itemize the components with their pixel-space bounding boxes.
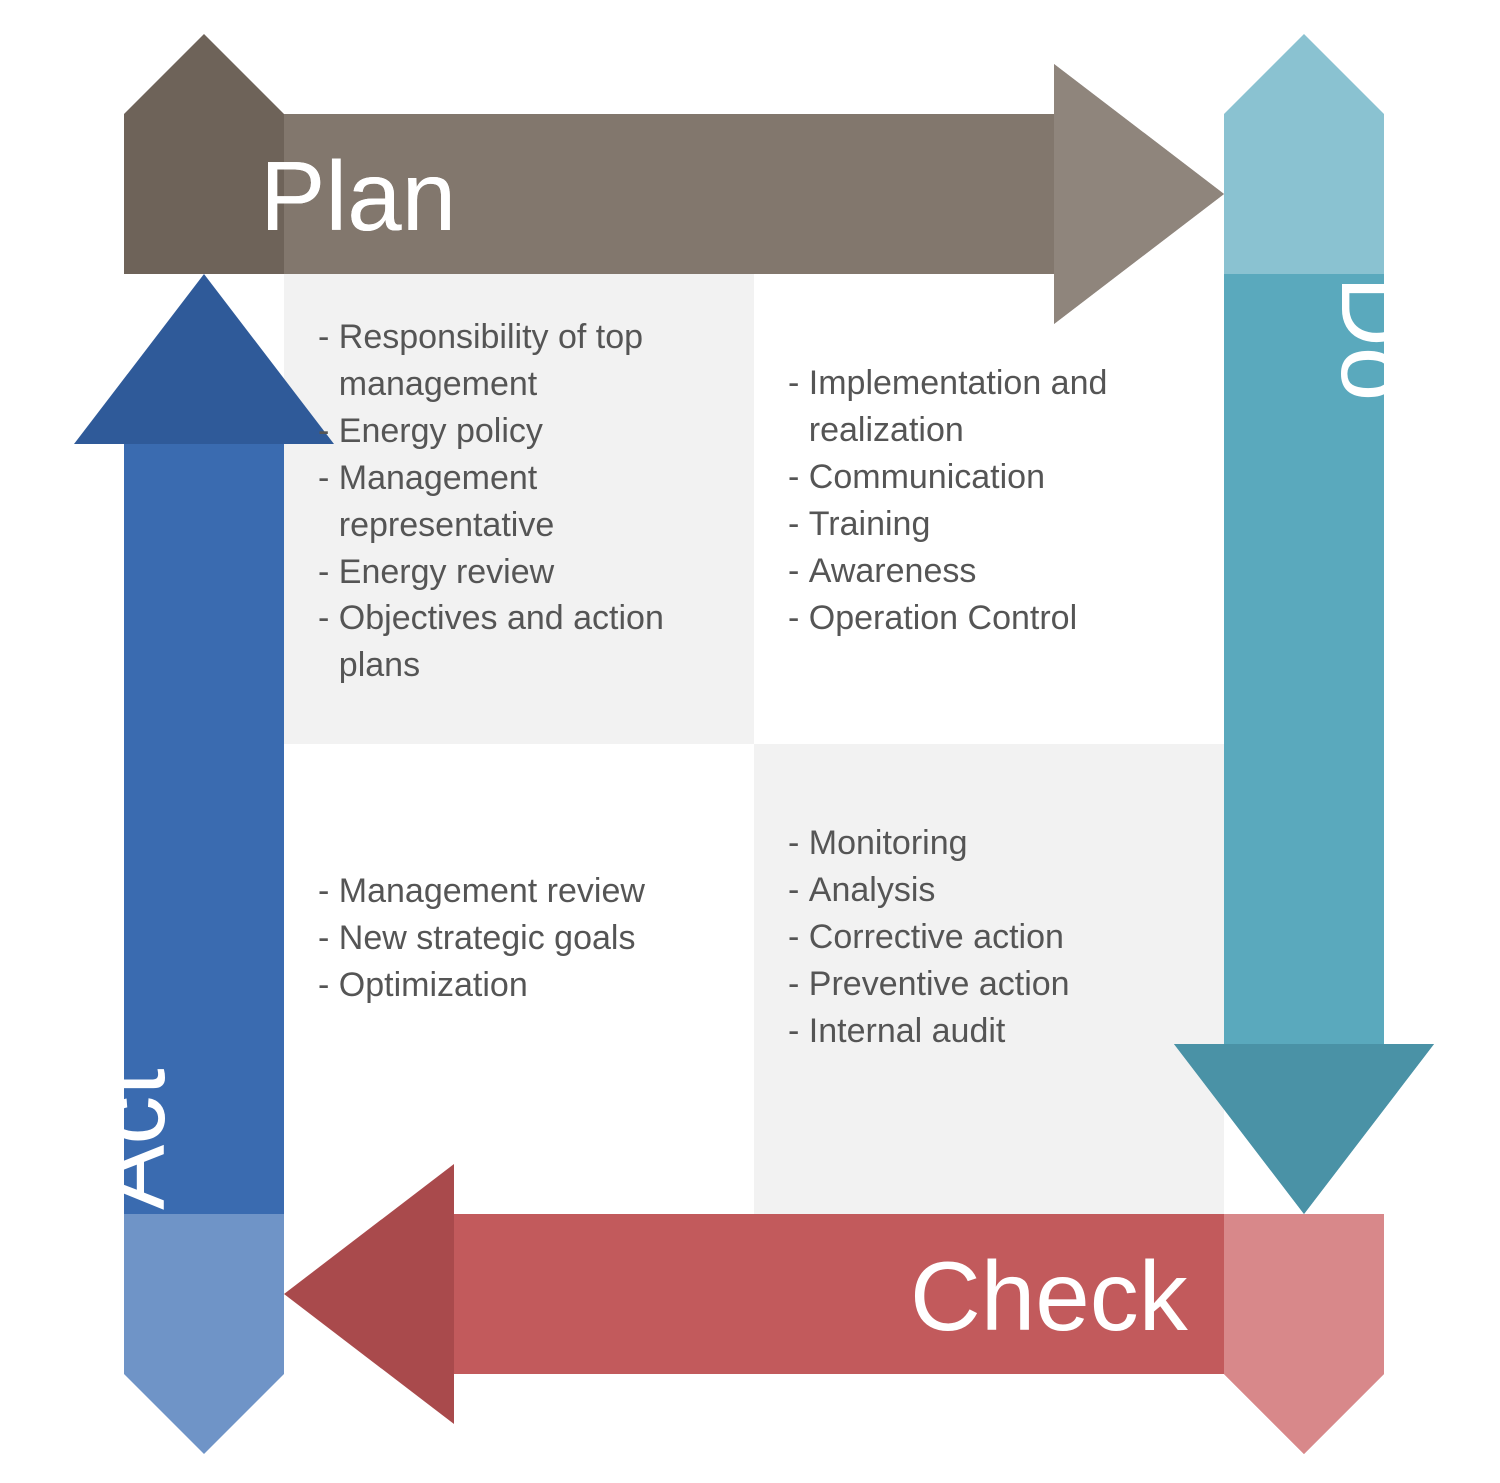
list-item-text: Optimization bbox=[339, 962, 528, 1009]
dash-icon: - bbox=[788, 360, 809, 454]
list-item-text: Internal audit bbox=[809, 1008, 1006, 1055]
list-item: - Energy policy bbox=[318, 408, 720, 455]
list-item: - Analysis bbox=[788, 867, 1190, 914]
plan-arrow-head-top bbox=[1054, 64, 1224, 324]
act-arrow-label: Act bbox=[75, 1068, 185, 1210]
list-item: - Implementation and realization bbox=[788, 360, 1190, 454]
dash-icon: - bbox=[788, 548, 809, 595]
dash-icon: - bbox=[318, 868, 339, 915]
list-item-text: Corrective action bbox=[809, 914, 1064, 961]
list-item-text: Monitoring bbox=[809, 820, 968, 867]
pdca-diagram: Plan Do Check Act Plan - bbox=[0, 0, 1500, 1483]
list-item: - Responsibility of top management bbox=[318, 314, 720, 408]
list-item-text: Implementation and realization bbox=[809, 360, 1190, 454]
cycle-arrows-svg: Plan Do Check Act Plan bbox=[0, 0, 1500, 1483]
list-item-text: New strategic goals bbox=[339, 915, 636, 962]
dash-icon: - bbox=[788, 501, 809, 548]
list-item: - Optimization bbox=[318, 962, 720, 1009]
list-item-text: Awareness bbox=[809, 548, 977, 595]
check-arrow-head bbox=[284, 1164, 454, 1424]
dash-icon: - bbox=[318, 595, 339, 689]
list-item-text: Management review bbox=[339, 868, 645, 915]
list-item-text: Analysis bbox=[809, 867, 936, 914]
plan-arrow-label-top: Plan bbox=[260, 141, 456, 251]
list-item: - Operation Control bbox=[788, 595, 1190, 642]
list-item-text: Energy policy bbox=[339, 408, 543, 455]
list-item-text: Responsibility of top management bbox=[339, 314, 720, 408]
list-item: - Monitoring bbox=[788, 820, 1190, 867]
list-item: - Preventive action bbox=[788, 961, 1190, 1008]
list-item: - Management review bbox=[318, 868, 720, 915]
dash-icon: - bbox=[788, 867, 809, 914]
do-arrow-label: Do bbox=[1321, 276, 1431, 401]
list-item: - Training bbox=[788, 501, 1190, 548]
list-item: - Energy review bbox=[318, 549, 720, 596]
dash-icon: - bbox=[318, 455, 339, 549]
quad-check: - Monitoring- Analysis- Corrective actio… bbox=[754, 790, 1224, 1085]
list-item: - Corrective action bbox=[788, 914, 1190, 961]
check-arrow-label: Check bbox=[910, 1241, 1189, 1351]
list-item-text: Preventive action bbox=[809, 961, 1070, 1008]
quad-act: - Management review- New strategic goals… bbox=[284, 838, 754, 1039]
list-item: - New strategic goals bbox=[318, 915, 720, 962]
dash-icon: - bbox=[318, 962, 339, 1009]
dash-icon: - bbox=[318, 408, 339, 455]
list-item-text: Energy review bbox=[339, 549, 554, 596]
list-item: - Awareness bbox=[788, 548, 1190, 595]
list-item: - Communication bbox=[788, 454, 1190, 501]
list-item: - Management representative bbox=[318, 455, 720, 549]
dash-icon: - bbox=[318, 314, 339, 408]
list-item-text: Training bbox=[809, 501, 931, 548]
list-item-text: Communication bbox=[809, 454, 1045, 501]
act-arrow-tail bbox=[124, 1214, 284, 1454]
dash-icon: - bbox=[788, 914, 809, 961]
dash-icon: - bbox=[318, 915, 339, 962]
dash-icon: - bbox=[788, 595, 809, 642]
dash-icon: - bbox=[788, 454, 809, 501]
quad-plan: - Responsibility of top management- Ener… bbox=[284, 284, 754, 719]
check-arrow-tail-clean bbox=[1224, 1214, 1384, 1454]
dash-icon: - bbox=[788, 820, 809, 867]
list-item: - Internal audit bbox=[788, 1008, 1190, 1055]
dash-icon: - bbox=[318, 549, 339, 596]
list-item-text: Objectives and action plans bbox=[339, 595, 720, 689]
list-item: - Objectives and action plans bbox=[318, 595, 720, 689]
list-item-text: Operation Control bbox=[809, 595, 1077, 642]
dash-icon: - bbox=[788, 961, 809, 1008]
do-arrow-tail bbox=[1224, 34, 1384, 274]
list-item-text: Management representative bbox=[339, 455, 720, 549]
quad-do: - Implementation and realization- Commun… bbox=[754, 330, 1224, 671]
dash-icon: - bbox=[788, 1008, 809, 1055]
